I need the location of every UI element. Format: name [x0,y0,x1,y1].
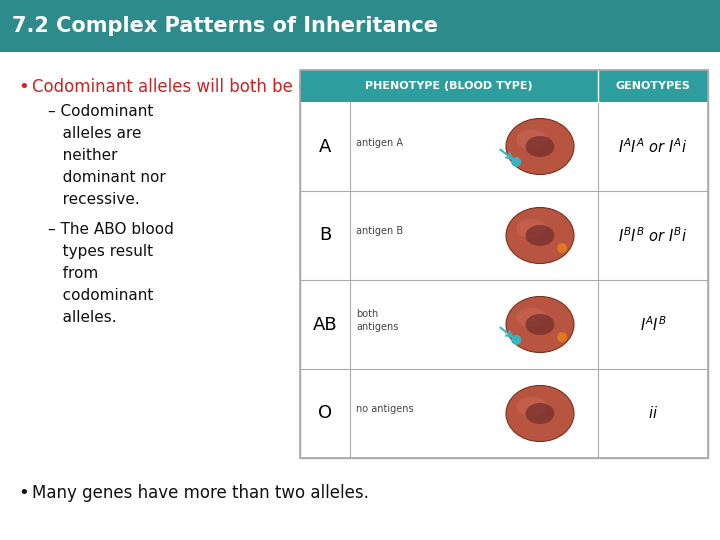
Text: A: A [319,138,331,156]
Text: alleles are: alleles are [48,126,142,141]
Text: alleles.: alleles. [48,310,117,325]
Ellipse shape [516,308,546,327]
Text: no antigens: no antigens [356,404,413,415]
Text: B: B [319,226,331,245]
Ellipse shape [516,397,546,416]
Ellipse shape [526,403,554,424]
Text: O: O [318,404,332,422]
Text: – The ABO blood: – The ABO blood [48,222,174,237]
Text: •: • [18,78,29,96]
Ellipse shape [506,207,574,264]
Text: AB: AB [312,315,337,334]
Ellipse shape [526,314,554,335]
Text: $I^{A}I^{A}$ or $I^{A}i$: $I^{A}I^{A}$ or $I^{A}i$ [618,137,688,156]
Text: dominant nor: dominant nor [48,170,166,185]
Text: neither: neither [48,148,117,163]
Text: – Codominant: – Codominant [48,104,153,119]
Text: recessive.: recessive. [48,192,140,207]
Text: antigen B: antigen B [356,226,403,237]
Bar [300,70,708,458]
Circle shape [557,332,567,342]
Text: both
antigens: both antigens [356,309,398,332]
Text: from: from [48,266,98,281]
Circle shape [557,243,567,253]
Text: codominant: codominant [48,288,153,303]
Text: •: • [18,484,29,502]
Text: PHENOTYPE (BLOOD TYPE): PHENOTYPE (BLOOD TYPE) [365,81,533,91]
Text: antigen A: antigen A [356,138,403,147]
Text: GENOTYPES: GENOTYPES [616,81,690,91]
Ellipse shape [526,136,554,157]
Text: types result: types result [48,244,153,259]
Ellipse shape [506,118,574,174]
Text: Codominant alleles will both be completely expressed.: Codominant alleles will both be complete… [32,78,486,96]
Circle shape [511,157,521,167]
Bar [300,70,708,102]
Bar [0,0,720,52]
Ellipse shape [506,386,574,442]
Ellipse shape [526,225,554,246]
Ellipse shape [516,130,546,149]
Ellipse shape [506,296,574,353]
Text: Many genes have more than two alleles.: Many genes have more than two alleles. [32,484,369,502]
Text: $I^{A}I^{B}$: $I^{A}I^{B}$ [639,315,667,334]
Text: $ii$: $ii$ [648,406,658,422]
Circle shape [511,335,521,345]
Text: 7.2 Complex Patterns of Inheritance: 7.2 Complex Patterns of Inheritance [12,16,438,36]
Bar [300,70,708,458]
Ellipse shape [516,219,546,238]
Text: $I^{B}I^{B}$ or $I^{B}i$: $I^{B}I^{B}$ or $I^{B}i$ [618,226,688,245]
